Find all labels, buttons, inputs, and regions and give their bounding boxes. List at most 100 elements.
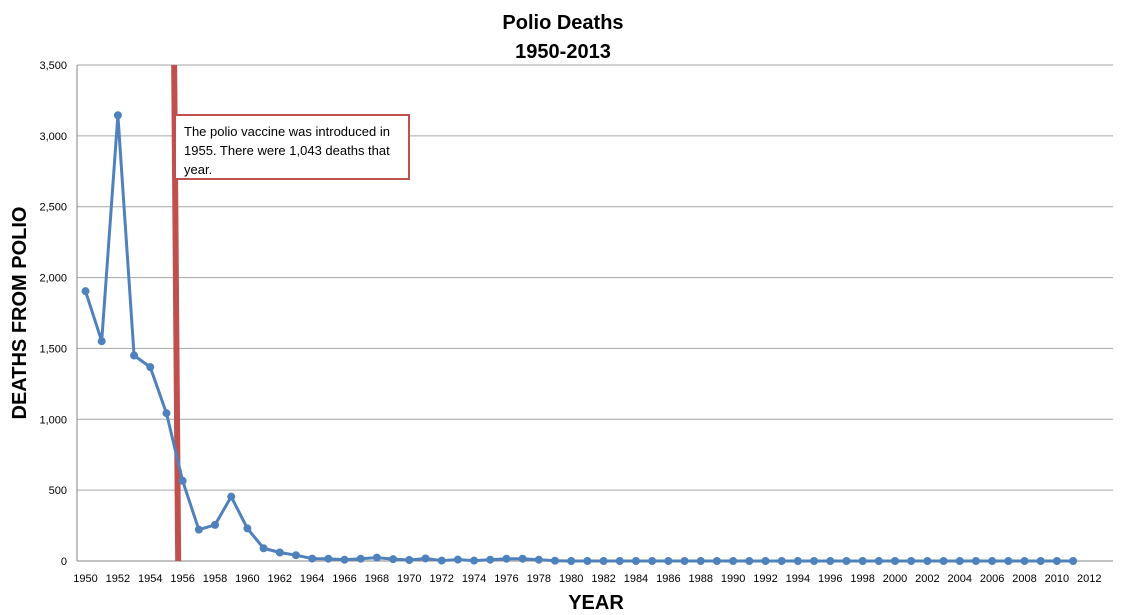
x-tick-label: 1974 [462, 573, 486, 585]
data-point [777, 557, 786, 565]
x-tick-label: 1998 [850, 573, 874, 585]
y-tick-label: 1,000 [39, 414, 67, 426]
x-tick-label: 1970 [397, 573, 421, 585]
x-tick-label: 1982 [591, 573, 615, 585]
data-point [324, 554, 333, 563]
data-point [340, 555, 349, 564]
x-tick-label: 1990 [721, 573, 745, 585]
x-tick-label: 1962 [268, 573, 292, 585]
x-axis-label: YEAR [568, 592, 624, 614]
data-point [1052, 557, 1061, 565]
data-point [810, 557, 819, 565]
data-point [405, 556, 414, 565]
data-point [648, 557, 657, 565]
data-point [858, 557, 867, 565]
data-point [551, 556, 560, 565]
data-point [1069, 557, 1078, 565]
x-tick-label: 1960 [235, 573, 259, 585]
data-point [680, 557, 689, 565]
data-point [874, 557, 883, 565]
data-point [745, 557, 754, 565]
data-point [275, 548, 284, 557]
x-tick-label: 2008 [1012, 573, 1036, 585]
x-tick-label: 1980 [559, 573, 583, 585]
data-point [470, 556, 479, 565]
x-tick-label: 1954 [138, 573, 162, 585]
data-point [955, 557, 964, 565]
y-tick-label: 0 [61, 556, 67, 568]
data-point [712, 557, 721, 565]
data-point [308, 554, 317, 563]
data-point [178, 476, 187, 485]
data-point [81, 287, 90, 296]
data-point [1004, 557, 1013, 565]
data-point [826, 557, 835, 565]
data-point [227, 492, 236, 501]
x-tick-label: 1968 [365, 573, 389, 585]
data-point [988, 557, 997, 565]
data-point [567, 557, 576, 565]
data-point [971, 557, 980, 565]
x-tick-label: 1964 [300, 573, 324, 585]
data-point [453, 555, 462, 564]
data-point [389, 555, 398, 564]
y-tick-label: 3,500 [39, 60, 67, 72]
data-point [615, 557, 624, 565]
data-point [437, 556, 446, 565]
data-point [631, 557, 640, 565]
data-point [162, 409, 171, 418]
data-point [583, 557, 592, 565]
y-tick-label: 2,000 [39, 273, 67, 285]
chart-title: Polio Deaths [502, 12, 623, 34]
data-point [599, 557, 608, 565]
data-point [259, 544, 268, 553]
data-point [842, 557, 851, 565]
data-point [97, 337, 106, 346]
data-point [696, 557, 705, 565]
data-point [421, 554, 430, 563]
y-axis-ticks: 0 500 1,000 1,500 2,000 2,500 3,000 3,500 [39, 60, 67, 568]
data-point [146, 363, 155, 372]
y-tick-label: 3,000 [39, 131, 67, 143]
x-tick-label: 2004 [948, 573, 972, 585]
x-tick-label: 2002 [915, 573, 939, 585]
data-point [291, 551, 300, 560]
data-point [939, 557, 948, 565]
data-point [1020, 557, 1029, 565]
data-point [907, 557, 916, 565]
data-point [729, 557, 738, 565]
data-point [243, 524, 252, 533]
x-tick-label: 2000 [883, 573, 907, 585]
data-point [356, 554, 365, 563]
vaccine-annotation: The polio vaccine was introduced in 1955… [174, 114, 410, 180]
data-point [923, 557, 932, 565]
y-tick-label: 2,500 [39, 202, 67, 214]
x-tick-label: 1972 [429, 573, 453, 585]
data-point [372, 553, 381, 562]
data-point [534, 555, 543, 564]
data-point [486, 555, 495, 564]
x-tick-label: 2012 [1077, 573, 1101, 585]
data-point [891, 557, 899, 565]
x-axis-ticks: 1950 1952 1954 1956 1958 1960 1962 1964 1966 1968… [73, 573, 1101, 585]
x-tick-label: 1976 [494, 573, 518, 585]
x-tick-label: 1988 [688, 573, 712, 585]
x-tick-label: 1992 [753, 573, 777, 585]
deaths-series [81, 111, 1078, 565]
data-point [761, 557, 770, 565]
data-point [211, 520, 220, 529]
y-axis-label: DEATHS FROM POLIO [9, 207, 31, 420]
data-point [1036, 557, 1045, 565]
x-tick-label: 1996 [818, 573, 842, 585]
x-tick-label: 2006 [980, 573, 1004, 585]
data-point [130, 351, 139, 360]
x-tick-label: 1994 [786, 573, 810, 585]
y-tick-label: 1,500 [39, 343, 67, 355]
data-point [113, 111, 122, 120]
data-point [502, 554, 511, 563]
x-tick-label: 2010 [1045, 573, 1069, 585]
x-tick-label: 1956 [170, 573, 194, 585]
data-point [518, 554, 527, 563]
x-tick-label: 1986 [656, 573, 680, 585]
x-tick-label: 1950 [73, 573, 97, 585]
